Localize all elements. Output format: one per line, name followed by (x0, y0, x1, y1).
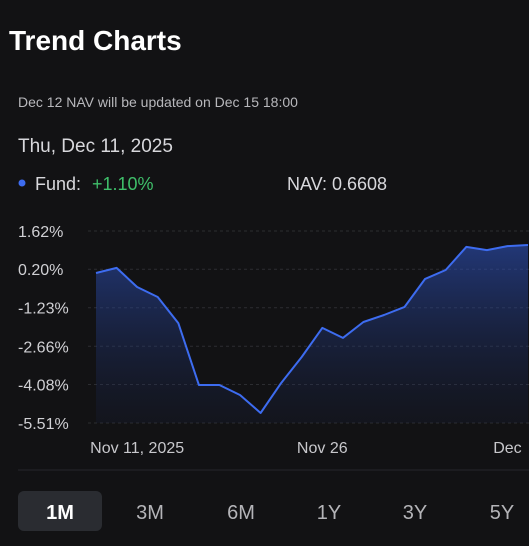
x-tick-label: Dec (493, 440, 521, 457)
area-fill (96, 245, 528, 423)
chart: 1.62% 0.20% -1.23% -2.66% -4.08% -5.51% Nov 11… (18, 224, 529, 457)
y-tick-label: -1.23% (18, 301, 69, 318)
range-button[interactable]: 1M (46, 502, 74, 524)
range-button[interactable]: 1Y (317, 502, 341, 524)
y-tick-label: -2.66% (18, 339, 69, 356)
x-tick-label: Nov 11, 2025 (90, 440, 184, 457)
nav-notice: Dec 12 NAV will be updated on Dec 15 18:… (18, 94, 298, 110)
nav-value: NAV: 0.6608 (287, 174, 387, 194)
range-selector: 1M 3M 6M 1Y 3Y 5Y (18, 491, 514, 531)
fund-line (95, 244, 529, 414)
legend-label: Fund: (35, 174, 81, 194)
y-tick-label: -4.08% (18, 377, 69, 394)
selected-date: Thu, Dec 11, 2025 (18, 136, 173, 157)
range-selected-bg (18, 491, 102, 531)
y-tick-label: 1.62% (18, 224, 63, 241)
page-title: Trend Charts (9, 25, 182, 56)
x-tick-label: Nov 26 (297, 440, 348, 457)
range-button[interactable]: 6M (227, 502, 255, 524)
range-button[interactable]: 3M (136, 502, 164, 524)
y-tick-label: -5.51% (18, 416, 69, 433)
range-button[interactable]: 3Y (403, 502, 427, 524)
y-tick-label: 0.20% (18, 262, 63, 279)
fund-change: +1.10% (92, 174, 154, 194)
range-button[interactable]: 5Y (490, 502, 514, 524)
legend-dot (18, 179, 26, 187)
